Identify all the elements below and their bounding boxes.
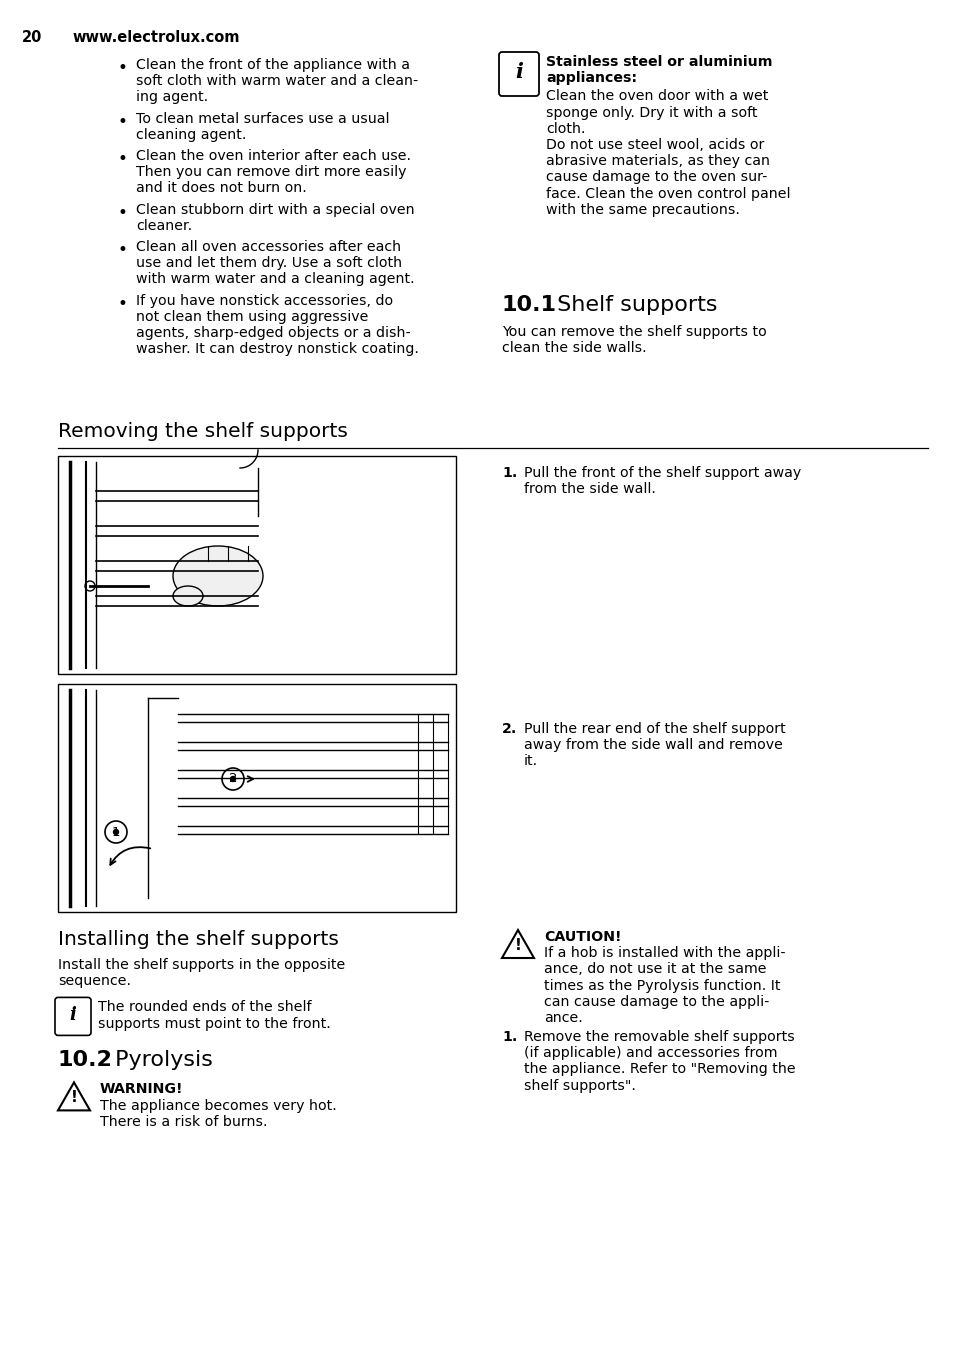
Text: Clean the front of the appliance with a: Clean the front of the appliance with a xyxy=(136,58,410,72)
Text: •: • xyxy=(118,150,128,168)
FancyBboxPatch shape xyxy=(498,51,538,96)
Text: •: • xyxy=(118,241,128,260)
Text: 1.: 1. xyxy=(501,466,517,480)
Text: i: i xyxy=(70,1006,76,1025)
Text: cleaning agent.: cleaning agent. xyxy=(136,128,246,142)
Text: face. Clean the oven control panel: face. Clean the oven control panel xyxy=(545,187,790,200)
Text: 2: 2 xyxy=(229,772,237,786)
Text: shelf supports".: shelf supports". xyxy=(523,1079,636,1092)
Text: Installing the shelf supports: Installing the shelf supports xyxy=(58,930,338,949)
Bar xyxy=(58,456,456,675)
Text: •: • xyxy=(118,112,128,131)
Text: CAUTION!: CAUTION! xyxy=(543,930,620,944)
Text: appliances:: appliances: xyxy=(545,72,637,85)
Text: You can remove the shelf supports to: You can remove the shelf supports to xyxy=(501,324,766,339)
Text: and it does not burn on.: and it does not burn on. xyxy=(136,181,307,196)
Text: it.: it. xyxy=(523,754,537,768)
Text: The rounded ends of the shelf: The rounded ends of the shelf xyxy=(98,1000,312,1014)
Circle shape xyxy=(231,776,235,781)
Text: 10.1: 10.1 xyxy=(501,295,557,315)
Text: (if applicable) and accessories from: (if applicable) and accessories from xyxy=(523,1046,777,1060)
Text: Pull the rear end of the shelf support: Pull the rear end of the shelf support xyxy=(523,722,785,735)
Text: cause damage to the oven sur-: cause damage to the oven sur- xyxy=(545,170,766,184)
FancyBboxPatch shape xyxy=(55,998,91,1036)
Text: away from the side wall and remove: away from the side wall and remove xyxy=(523,738,782,752)
Text: ance, do not use it at the same: ance, do not use it at the same xyxy=(543,963,765,976)
Text: Clean the oven interior after each use.: Clean the oven interior after each use. xyxy=(136,149,411,164)
Text: Pull the front of the shelf support away: Pull the front of the shelf support away xyxy=(523,466,801,480)
Text: clean the side walls.: clean the side walls. xyxy=(501,341,646,356)
Text: cleaner.: cleaner. xyxy=(136,219,192,233)
Text: not clean them using aggressive: not clean them using aggressive xyxy=(136,310,368,323)
Text: sponge only. Dry it with a soft: sponge only. Dry it with a soft xyxy=(545,105,757,119)
Circle shape xyxy=(85,581,95,591)
Text: Clean all oven accessories after each: Clean all oven accessories after each xyxy=(136,241,400,254)
Text: agents, sharp-edged objects or a dish-: agents, sharp-edged objects or a dish- xyxy=(136,326,411,339)
Text: WARNING!: WARNING! xyxy=(100,1083,183,1096)
Text: supports must point to the front.: supports must point to the front. xyxy=(98,1017,331,1030)
Text: 10.2: 10.2 xyxy=(58,1051,112,1071)
Polygon shape xyxy=(58,1083,90,1110)
Bar xyxy=(58,684,456,913)
Text: the appliance. Refer to "Removing the: the appliance. Refer to "Removing the xyxy=(523,1063,795,1076)
Text: Removing the shelf supports: Removing the shelf supports xyxy=(58,422,348,441)
Text: can cause damage to the appli-: can cause damage to the appli- xyxy=(543,995,768,1009)
Text: !: ! xyxy=(71,1090,77,1106)
Text: with the same precautions.: with the same precautions. xyxy=(545,203,740,216)
Text: To clean metal surfaces use a usual: To clean metal surfaces use a usual xyxy=(136,112,389,126)
Text: ance.: ance. xyxy=(543,1011,582,1025)
Text: Install the shelf supports in the opposite: Install the shelf supports in the opposi… xyxy=(58,959,345,972)
Text: with warm water and a cleaning agent.: with warm water and a cleaning agent. xyxy=(136,272,415,287)
Text: times as the Pyrolysis function. It: times as the Pyrolysis function. It xyxy=(543,979,780,992)
Text: abrasive materials, as they can: abrasive materials, as they can xyxy=(545,154,769,168)
Text: use and let them dry. Use a soft cloth: use and let them dry. Use a soft cloth xyxy=(136,256,402,270)
Text: •: • xyxy=(118,295,128,312)
Text: If a hob is installed with the appli-: If a hob is installed with the appli- xyxy=(543,946,785,960)
Text: The appliance becomes very hot.: The appliance becomes very hot. xyxy=(100,1099,336,1113)
Text: Do not use steel wool, acids or: Do not use steel wool, acids or xyxy=(545,138,763,151)
Text: ing agent.: ing agent. xyxy=(136,91,208,104)
Text: soft cloth with warm water and a clean-: soft cloth with warm water and a clean- xyxy=(136,74,417,88)
Circle shape xyxy=(113,830,118,834)
Polygon shape xyxy=(501,930,534,959)
Text: Remove the removable shelf supports: Remove the removable shelf supports xyxy=(523,1030,794,1044)
Text: There is a risk of burns.: There is a risk of burns. xyxy=(100,1115,267,1129)
Ellipse shape xyxy=(172,585,203,606)
Circle shape xyxy=(105,821,127,844)
Text: 1: 1 xyxy=(112,826,120,838)
Text: 20: 20 xyxy=(22,30,42,45)
Text: sequence.: sequence. xyxy=(58,975,131,988)
Text: 2.: 2. xyxy=(501,722,517,735)
Text: Stainless steel or aluminium: Stainless steel or aluminium xyxy=(545,55,772,69)
Text: cloth.: cloth. xyxy=(545,122,585,135)
Text: Then you can remove dirt more easily: Then you can remove dirt more easily xyxy=(136,165,406,180)
Text: i: i xyxy=(515,62,522,82)
Text: Shelf supports: Shelf supports xyxy=(550,295,717,315)
Circle shape xyxy=(222,768,244,790)
Text: If you have nonstick accessories, do: If you have nonstick accessories, do xyxy=(136,293,393,308)
Text: •: • xyxy=(118,59,128,77)
Ellipse shape xyxy=(172,546,263,606)
Text: 1.: 1. xyxy=(501,1030,517,1044)
Text: Clean the oven door with a wet: Clean the oven door with a wet xyxy=(545,89,767,103)
Text: Pyrolysis: Pyrolysis xyxy=(108,1051,213,1071)
Text: www.electrolux.com: www.electrolux.com xyxy=(71,30,239,45)
Text: from the side wall.: from the side wall. xyxy=(523,483,655,496)
Text: •: • xyxy=(118,204,128,222)
Text: washer. It can destroy nonstick coating.: washer. It can destroy nonstick coating. xyxy=(136,342,418,356)
Text: !: ! xyxy=(514,938,521,953)
Text: Clean stubborn dirt with a special oven: Clean stubborn dirt with a special oven xyxy=(136,203,415,216)
